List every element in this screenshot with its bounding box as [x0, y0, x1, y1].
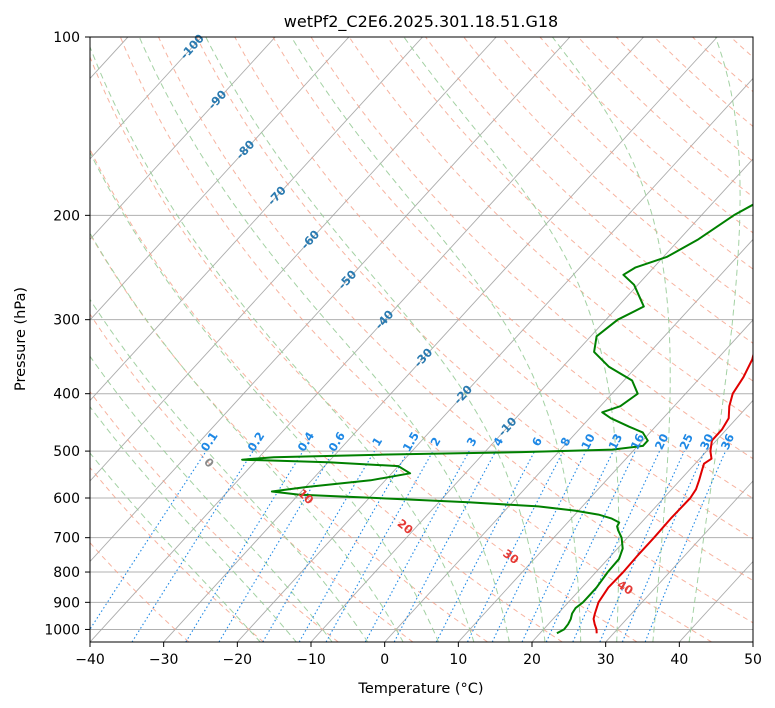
- mixing-ratio-line-36: [644, 450, 727, 642]
- moist-adiabat-20: [205, 37, 546, 642]
- dry-adiabat-50: [158, 37, 753, 624]
- dry-adiabat-90: [310, 37, 753, 460]
- moist-adiabat-5: [90, 151, 440, 642]
- dry-adiabat-0: [90, 313, 414, 642]
- dry-adiabat-80: [272, 37, 753, 500]
- isotherm--70: [90, 37, 423, 402]
- moist-adiabat-25: [290, 37, 582, 642]
- isotherm--100: [90, 37, 202, 160]
- x-tick-label: −40: [75, 652, 105, 668]
- mixing-ratio-line-0.1: [90, 450, 207, 631]
- x-tick-label: 10: [449, 652, 467, 668]
- x-tick-label: 50: [744, 652, 762, 668]
- mixing-ratio-label-36: 36: [718, 432, 737, 452]
- isotherm--90: [90, 37, 276, 241]
- dry-adiabat-70: [234, 37, 753, 540]
- dewpoint-profile: [241, 203, 753, 635]
- y-tick-label: 600: [53, 491, 80, 507]
- y-tick-label: 200: [53, 208, 80, 224]
- y-tick-label: 100: [53, 30, 80, 46]
- y-tick-label: 900: [53, 595, 80, 611]
- isotherm-30: [605, 480, 753, 642]
- x-tick-label: −20: [223, 652, 253, 668]
- moist-adiabat--10: [90, 355, 333, 642]
- mixing-ratio-line-0.4: [185, 450, 304, 642]
- background-lines: [90, 37, 753, 642]
- moist-adiabat-40: [688, 37, 741, 642]
- y-tick-label: 800: [53, 565, 80, 581]
- isotherm--50: [90, 37, 571, 563]
- isotherm--40: [90, 37, 644, 642]
- mixing-ratio-label-20: 20: [652, 431, 672, 451]
- y-tick-label: 300: [53, 313, 80, 329]
- isotherm-0: [384, 238, 753, 642]
- y-tick-label: 400: [53, 387, 80, 403]
- dry-adiabat-20: [90, 148, 563, 642]
- mixing-ratio-line-3: [364, 450, 470, 642]
- y-tick-label: 500: [53, 444, 80, 460]
- moist-adiabat-15: [138, 37, 510, 642]
- mixing-ratio-line-20: [572, 450, 661, 642]
- isotherm-20: [531, 399, 753, 642]
- temperature-profile: [592, 352, 753, 634]
- dry-adiabat-130: [463, 37, 753, 307]
- x-tick-label: 40: [670, 652, 688, 668]
- mixing-ratio-label-30: 30: [697, 432, 716, 452]
- profile-lines: [241, 203, 753, 635]
- isotherm--60: [90, 37, 497, 482]
- x-tick-label: 0: [380, 652, 389, 668]
- mixing-ratio-line-30: [621, 450, 706, 642]
- dry-adiabat-120: [425, 37, 753, 344]
- isotherm-10: [458, 319, 753, 642]
- moist-adiabat-0: [90, 232, 404, 642]
- mixing-ratio-line-8: [467, 450, 564, 642]
- y-tick-label: 1000: [44, 622, 80, 638]
- mixing-ratio-line-25: [599, 450, 685, 642]
- dry-adiabat-60: [196, 37, 753, 582]
- dry-adiabat-100: [348, 37, 753, 421]
- dry-adiabat--10: [90, 390, 339, 642]
- moist-adiabat--5: [90, 298, 369, 642]
- moist-adiabat-35: [552, 37, 671, 642]
- mixing-ratio-label-13: 13: [606, 431, 626, 452]
- axes: −40 −30 −20 −10 0 10 20 30 40 50 100 200 300 400 500 60…: [44, 30, 762, 668]
- x-tick-label: −10: [296, 652, 326, 668]
- mixing-ratio-line-2: [325, 450, 434, 642]
- x-tick-label: −30: [149, 652, 179, 668]
- moist-adiabat-10: [90, 45, 475, 642]
- isotherm--10: [310, 158, 753, 642]
- mixing-ratio-label-10: 10: [578, 431, 598, 452]
- moist-adiabat--15: [90, 405, 297, 642]
- x-tick-label: 20: [523, 652, 541, 668]
- chart-title: wetPf2_C2E6.2025.301.18.51.G18: [284, 12, 558, 32]
- mixing-ratio-label-25: 25: [677, 431, 696, 451]
- mixing-ratio-label-16: 16: [628, 431, 648, 452]
- plot-frame: [89, 36, 754, 643]
- mixing-ratio-line-4: [393, 450, 497, 642]
- isotherm--30: [163, 37, 718, 642]
- isotherm--80: [90, 37, 350, 321]
- mixing-ratio-line-10: [491, 450, 587, 642]
- y-tick-label: 700: [53, 531, 80, 547]
- dry-adiabat-30: [90, 55, 638, 642]
- moist-adiabat--20: [90, 452, 261, 642]
- mixing-ratio-line-0.2: [131, 450, 254, 642]
- dry-adiabat-110: [386, 37, 753, 382]
- dry-adiabat-140: [501, 37, 753, 270]
- x-tick-label: 30: [597, 652, 615, 668]
- x-axis-title: Temperature (°C): [357, 681, 483, 697]
- y-axis-title: Pressure (hPa): [13, 287, 29, 391]
